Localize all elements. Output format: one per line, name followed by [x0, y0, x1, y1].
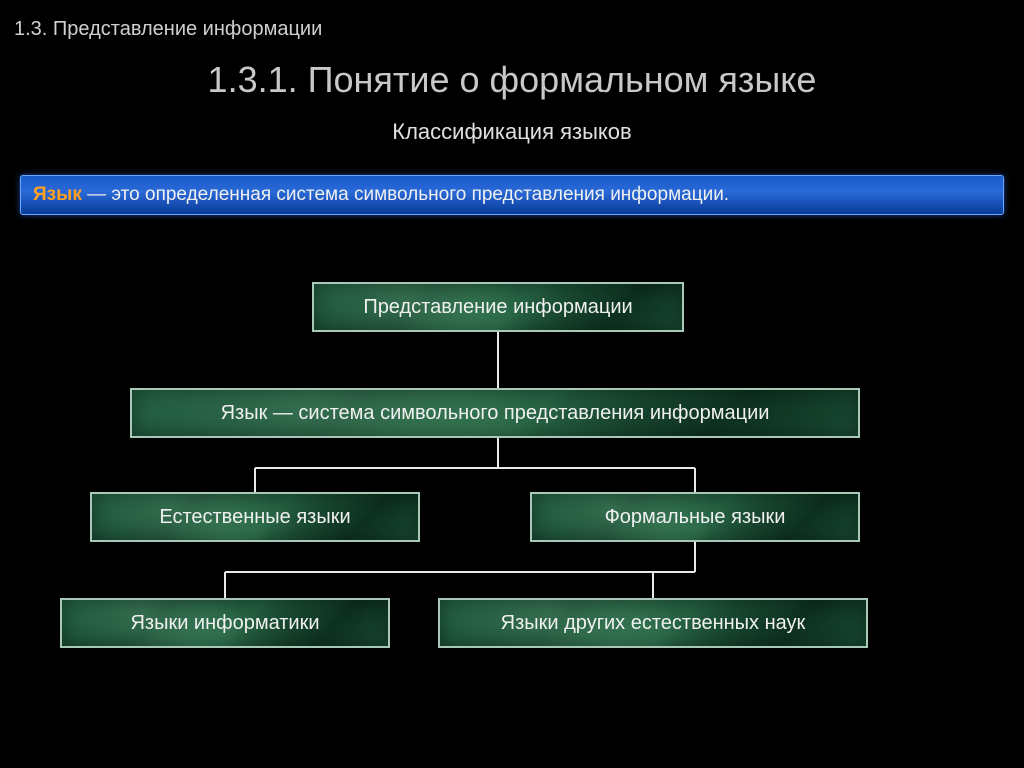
page-title: 1.3.1. Понятие о формальном языке — [0, 59, 1024, 101]
definition-term: Язык — [33, 184, 82, 205]
connector — [255, 438, 695, 492]
diagram-node: Языки других естественных наук — [438, 598, 868, 648]
definition-text: — это определенная система символьного п… — [82, 184, 729, 205]
connector — [225, 542, 695, 598]
diagram-node: Языки информатики — [60, 598, 390, 648]
diagram-canvas: Представление информации Язык — система с… — [0, 270, 1024, 768]
breadcrumb: 1.3. Представление информации — [0, 0, 1024, 41]
diagram-node: Язык — система символьного представления… — [130, 388, 860, 438]
diagram-node: Естественные языки — [90, 492, 420, 542]
page-subtitle: Классификация языков — [0, 119, 1024, 145]
definition-bar: Язык — это определенная система символьн… — [20, 175, 1004, 215]
diagram-node: Представление информации — [312, 282, 684, 332]
diagram-node: Формальные языки — [530, 492, 860, 542]
